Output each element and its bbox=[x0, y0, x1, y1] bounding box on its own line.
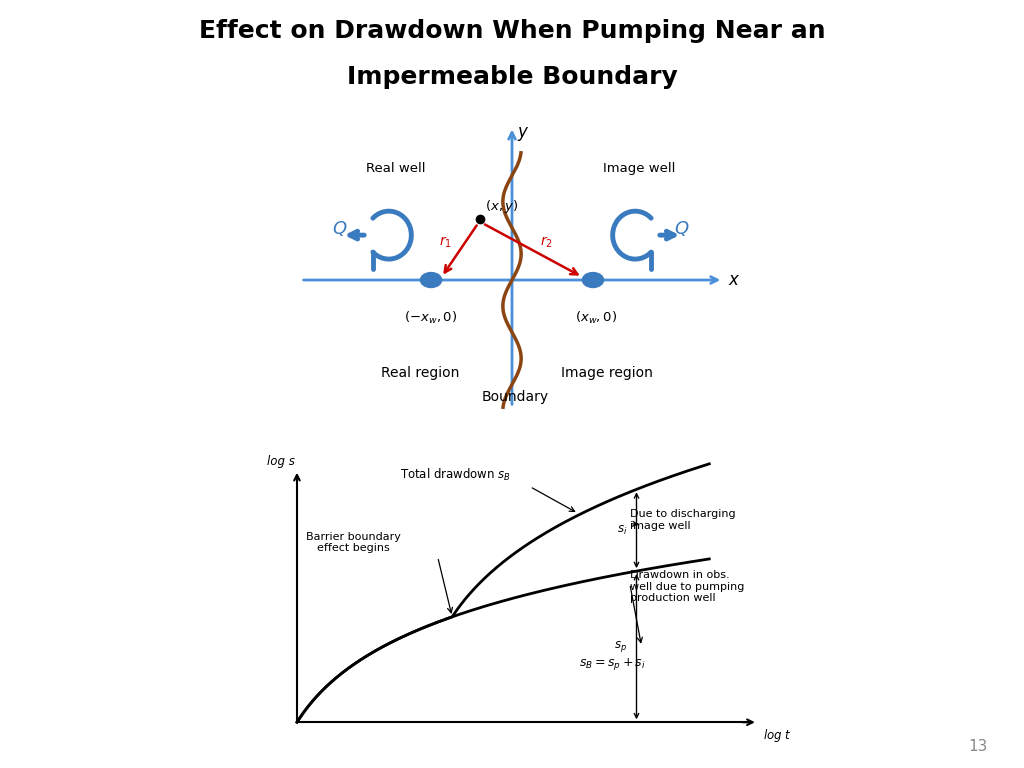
Ellipse shape bbox=[583, 273, 603, 287]
Text: 13: 13 bbox=[969, 739, 988, 754]
Text: $Q$: $Q$ bbox=[333, 219, 348, 237]
Text: Image well: Image well bbox=[602, 161, 675, 174]
Text: $(-x_w,0)$: $(-x_w,0)$ bbox=[404, 310, 458, 326]
Text: $r_1$: $r_1$ bbox=[439, 234, 453, 250]
Text: Impermeable Boundary: Impermeable Boundary bbox=[347, 65, 677, 89]
Text: Total drawdown $s_B$: Total drawdown $s_B$ bbox=[400, 467, 511, 483]
Text: Barrier boundary
effect begins: Barrier boundary effect begins bbox=[306, 531, 400, 554]
Ellipse shape bbox=[421, 273, 441, 287]
Text: $s_p$: $s_p$ bbox=[614, 639, 628, 654]
Text: y: y bbox=[517, 123, 527, 141]
Text: $Q$: $Q$ bbox=[674, 219, 689, 237]
Text: Due to discharging
image well: Due to discharging image well bbox=[630, 509, 735, 531]
Text: $r_2$: $r_2$ bbox=[541, 234, 553, 250]
Text: Boundary: Boundary bbox=[482, 390, 549, 404]
Text: Effect on Drawdown When Pumping Near an: Effect on Drawdown When Pumping Near an bbox=[199, 19, 825, 43]
Text: log $t$: log $t$ bbox=[763, 727, 792, 744]
Text: Real well: Real well bbox=[367, 161, 426, 174]
Text: $s_i$: $s_i$ bbox=[616, 524, 628, 537]
Text: x: x bbox=[729, 271, 738, 289]
Text: $(x_w,0)$: $(x_w,0)$ bbox=[575, 310, 617, 326]
Text: log s: log s bbox=[266, 455, 295, 468]
Text: Real region: Real region bbox=[381, 366, 460, 380]
Text: Drawdown in obs.
well due to pumping
production well: Drawdown in obs. well due to pumping pro… bbox=[630, 571, 744, 604]
Text: $(x, y)$: $(x, y)$ bbox=[484, 197, 518, 215]
Text: $s_B = s_p + s_i$: $s_B = s_p + s_i$ bbox=[579, 656, 645, 672]
Text: Image region: Image region bbox=[561, 366, 653, 380]
